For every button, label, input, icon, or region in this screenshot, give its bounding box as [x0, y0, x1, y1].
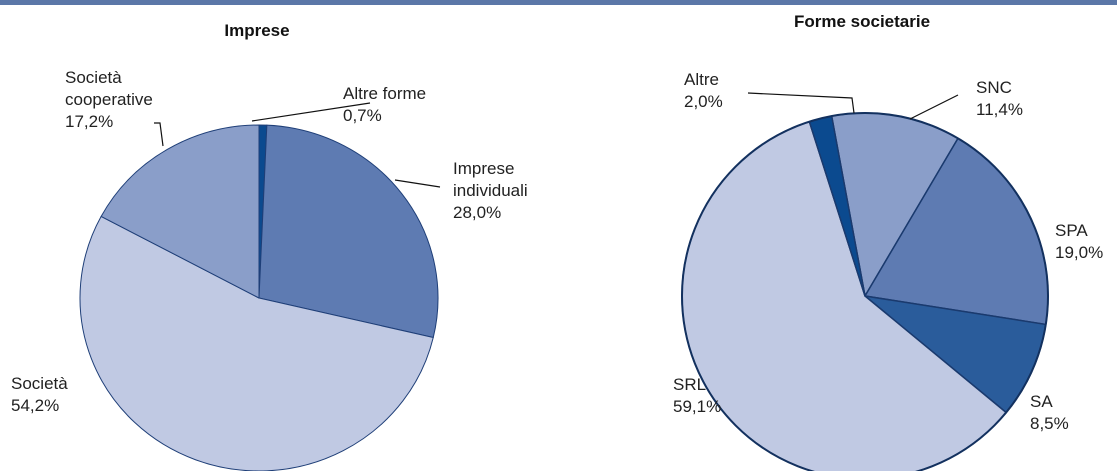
label-name: SA — [1030, 392, 1053, 411]
pie-outline — [681, 112, 1049, 471]
label-name: Imprese — [453, 159, 514, 178]
leader-snc — [909, 94, 959, 120]
label-name: Altre forme — [343, 84, 426, 103]
chart-title-forme-societarie: Forme societarie — [794, 12, 930, 31]
label-name: individuali — [453, 181, 528, 200]
label-name: SPA — [1055, 221, 1088, 240]
data-label-imprese-individuali: Imprese individuali 28,0% — [453, 159, 528, 222]
label-value: 19,0% — [1055, 243, 1103, 262]
leader-imprese-individuali — [394, 179, 441, 188]
leader-altre-forme — [251, 102, 371, 122]
label-name: SNC — [976, 78, 1012, 97]
chart-imprese: Imprese Altre forme 0,7% Imprese individual… — [11, 21, 528, 471]
label-name: Altre — [684, 70, 719, 89]
chart-title-imprese: Imprese — [224, 21, 289, 40]
pie-slice-societa — [79, 215, 434, 471]
pie-slice-imprese-individuali — [258, 124, 439, 339]
top-accent-bar — [0, 0, 1117, 5]
pie-imprese — [79, 124, 439, 471]
label-value: 2,0% — [684, 92, 723, 111]
label-name: cooperative — [65, 90, 153, 109]
label-value: 54,2% — [11, 396, 59, 415]
label-value: 8,5% — [1030, 414, 1069, 433]
labels-imprese: Altre forme 0,7% Imprese individuali 28,0% So… — [11, 68, 528, 415]
data-label-srl: SRL 59,1% — [673, 375, 721, 416]
data-label-societa-cooperative: Società cooperative 17,2% — [65, 68, 153, 131]
label-value: 28,0% — [453, 203, 501, 222]
data-label-sa: SA 8,5% — [1030, 392, 1069, 433]
label-value: 0,7% — [343, 106, 382, 125]
pie-slice-societa-cooperative — [100, 124, 260, 299]
data-label-snc: SNC 11,4% — [976, 78, 1023, 119]
data-label-altre: Altre 2,0% — [684, 70, 723, 111]
label-value: 59,1% — [673, 397, 721, 416]
label-name: Società — [11, 374, 68, 393]
label-value: 11,4% — [976, 100, 1023, 119]
chart-forme-societarie: Forme societarie SNC 11,4%SPA 19,0%SA 8,5%S… — [673, 12, 1103, 471]
leader-societa-cooperative — [154, 122, 164, 147]
label-name: Società — [65, 68, 122, 87]
label-value: 17,2% — [65, 112, 113, 131]
data-label-spa: SPA 19,0% — [1055, 221, 1103, 262]
pie-forme-societarie — [681, 112, 1049, 471]
data-label-societa: Società 54,2% — [11, 374, 68, 415]
leader-altre — [747, 92, 855, 114]
labels-forme-societarie: SNC 11,4% SPA 19,0% SA 8,5% SRL 59,1% Altre 2,0% — [673, 70, 1103, 433]
data-label-altre-forme: Altre forme 0,7% — [343, 84, 426, 125]
label-name: SRL — [673, 375, 706, 394]
